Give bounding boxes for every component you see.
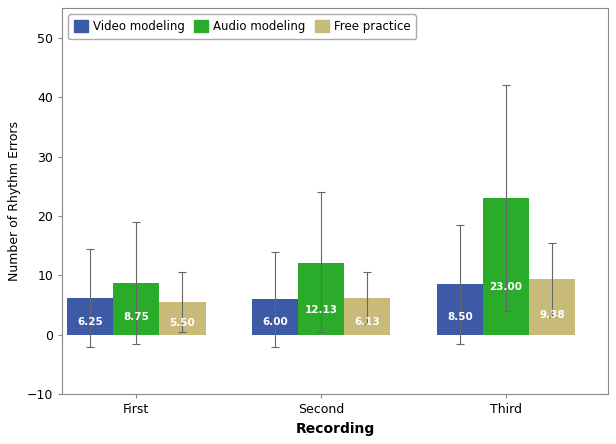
Bar: [113, 283, 160, 335]
Text: 6.00: 6.00: [262, 317, 288, 327]
Text: 8.50: 8.50: [447, 312, 472, 322]
X-axis label: Recording: Recording: [295, 422, 375, 436]
Legend: Video modeling, Audio modeling, Free practice: Video modeling, Audio modeling, Free pra…: [68, 14, 416, 39]
Bar: [344, 298, 391, 335]
Text: 23.00: 23.00: [490, 282, 522, 292]
Bar: [252, 299, 298, 335]
Text: 6.25: 6.25: [77, 317, 103, 327]
Text: 12.13: 12.13: [305, 305, 338, 314]
Y-axis label: Number of Rhythm Errors: Number of Rhythm Errors: [9, 121, 22, 281]
Bar: [529, 279, 575, 335]
Bar: [483, 198, 529, 335]
Text: 6.13: 6.13: [354, 317, 380, 327]
Bar: [437, 284, 483, 335]
Bar: [298, 263, 344, 335]
Text: 5.50: 5.50: [169, 318, 195, 328]
Text: 9.38: 9.38: [540, 310, 565, 320]
Bar: [67, 297, 113, 335]
Text: 8.75: 8.75: [123, 312, 149, 321]
Bar: [160, 302, 206, 335]
